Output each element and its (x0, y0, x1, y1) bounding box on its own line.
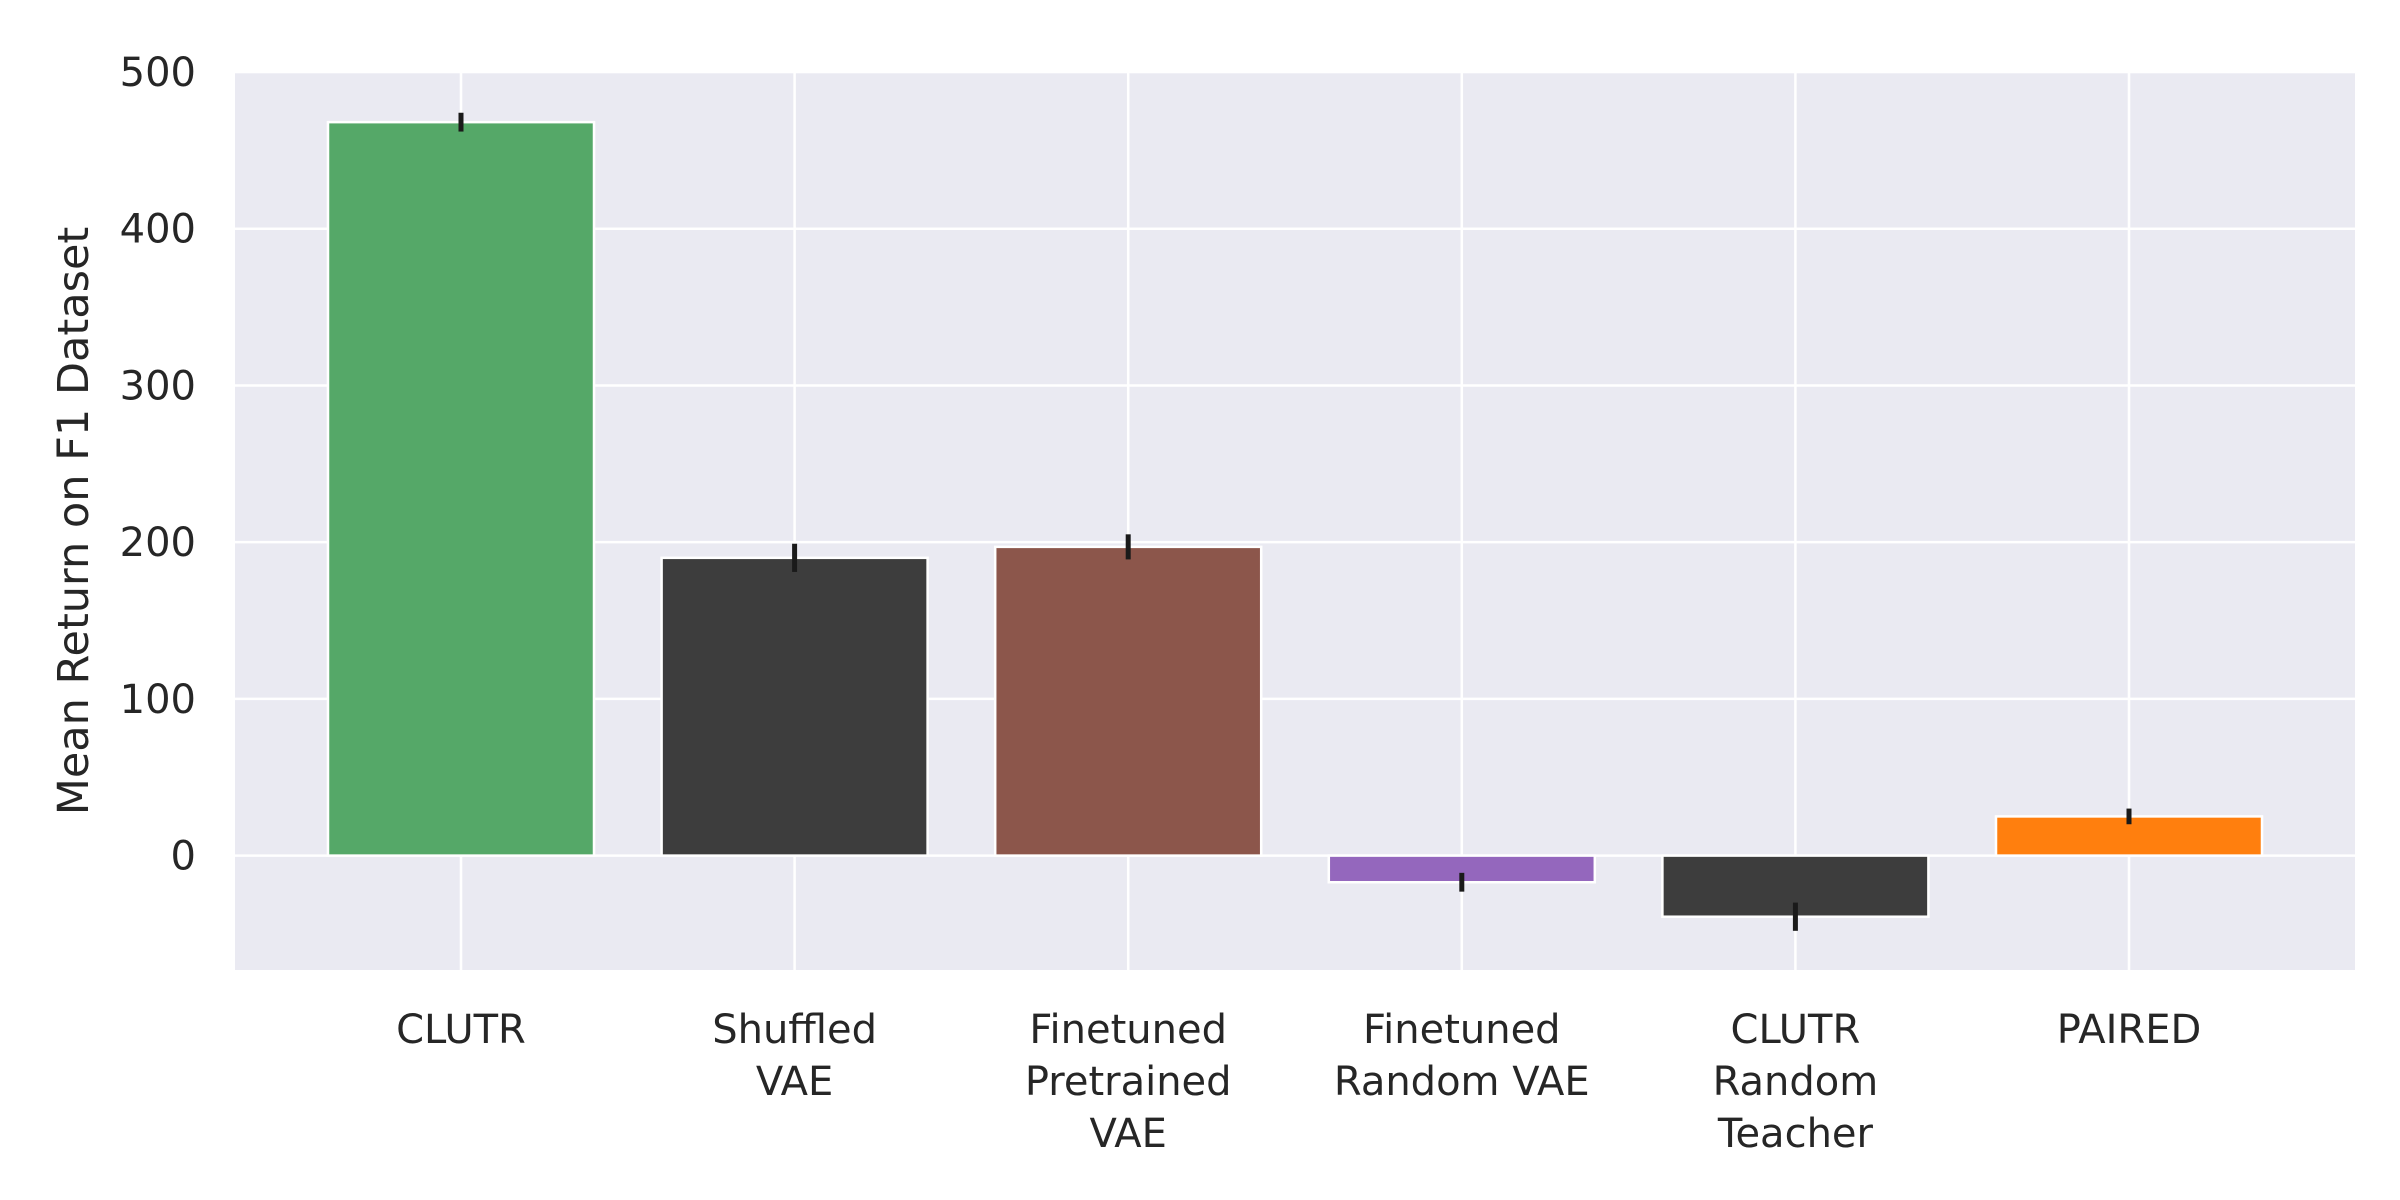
bar-2 (993, 545, 1263, 857)
x-category-label-2-line-2: VAE (1089, 1111, 1166, 1157)
x-category-label-4-line-2: Teacher (1717, 1111, 1874, 1157)
y-tick-label-5: 500 (120, 50, 196, 96)
y-tick-label-2: 200 (120, 520, 196, 566)
x-category-label-2-line-1: Pretrained (1025, 1059, 1232, 1105)
x-category-label-4-line-0: CLUTR (1731, 1007, 1861, 1053)
y-tick-label-4: 400 (120, 207, 196, 253)
y-tick-label-1: 100 (120, 677, 196, 723)
x-category-label-4-line-1: Random (1713, 1059, 1879, 1105)
x-category-label-0-line-0: CLUTR (396, 1007, 526, 1053)
x-category-labels: CLUTR Shuffled VAE Finetuned Pretrained VAE Fi… (396, 1007, 2201, 1157)
y-axis-label: Mean Return on F1 Dataset (49, 227, 99, 816)
x-category-label-2-line-0: Finetuned (1029, 1007, 1227, 1053)
y-tick-labels: 0 100 200 300 400 500 (120, 50, 196, 880)
x-category-label-5-line-0: PAIRED (2057, 1007, 2202, 1053)
y-tick-label-3: 300 (120, 363, 196, 409)
x-category-label-3-line-1: Random VAE (1334, 1059, 1590, 1105)
x-category-label-1-line-0: Shuffled (712, 1007, 877, 1053)
bar-1 (660, 556, 929, 857)
bar-0 (326, 120, 596, 857)
error-bars (458, 112, 2132, 931)
x-category-label-3-line-0: Finetuned (1363, 1007, 1561, 1053)
y-tick-label-0: 0 (171, 834, 196, 880)
x-category-label-1-line-1: VAE (756, 1059, 833, 1105)
